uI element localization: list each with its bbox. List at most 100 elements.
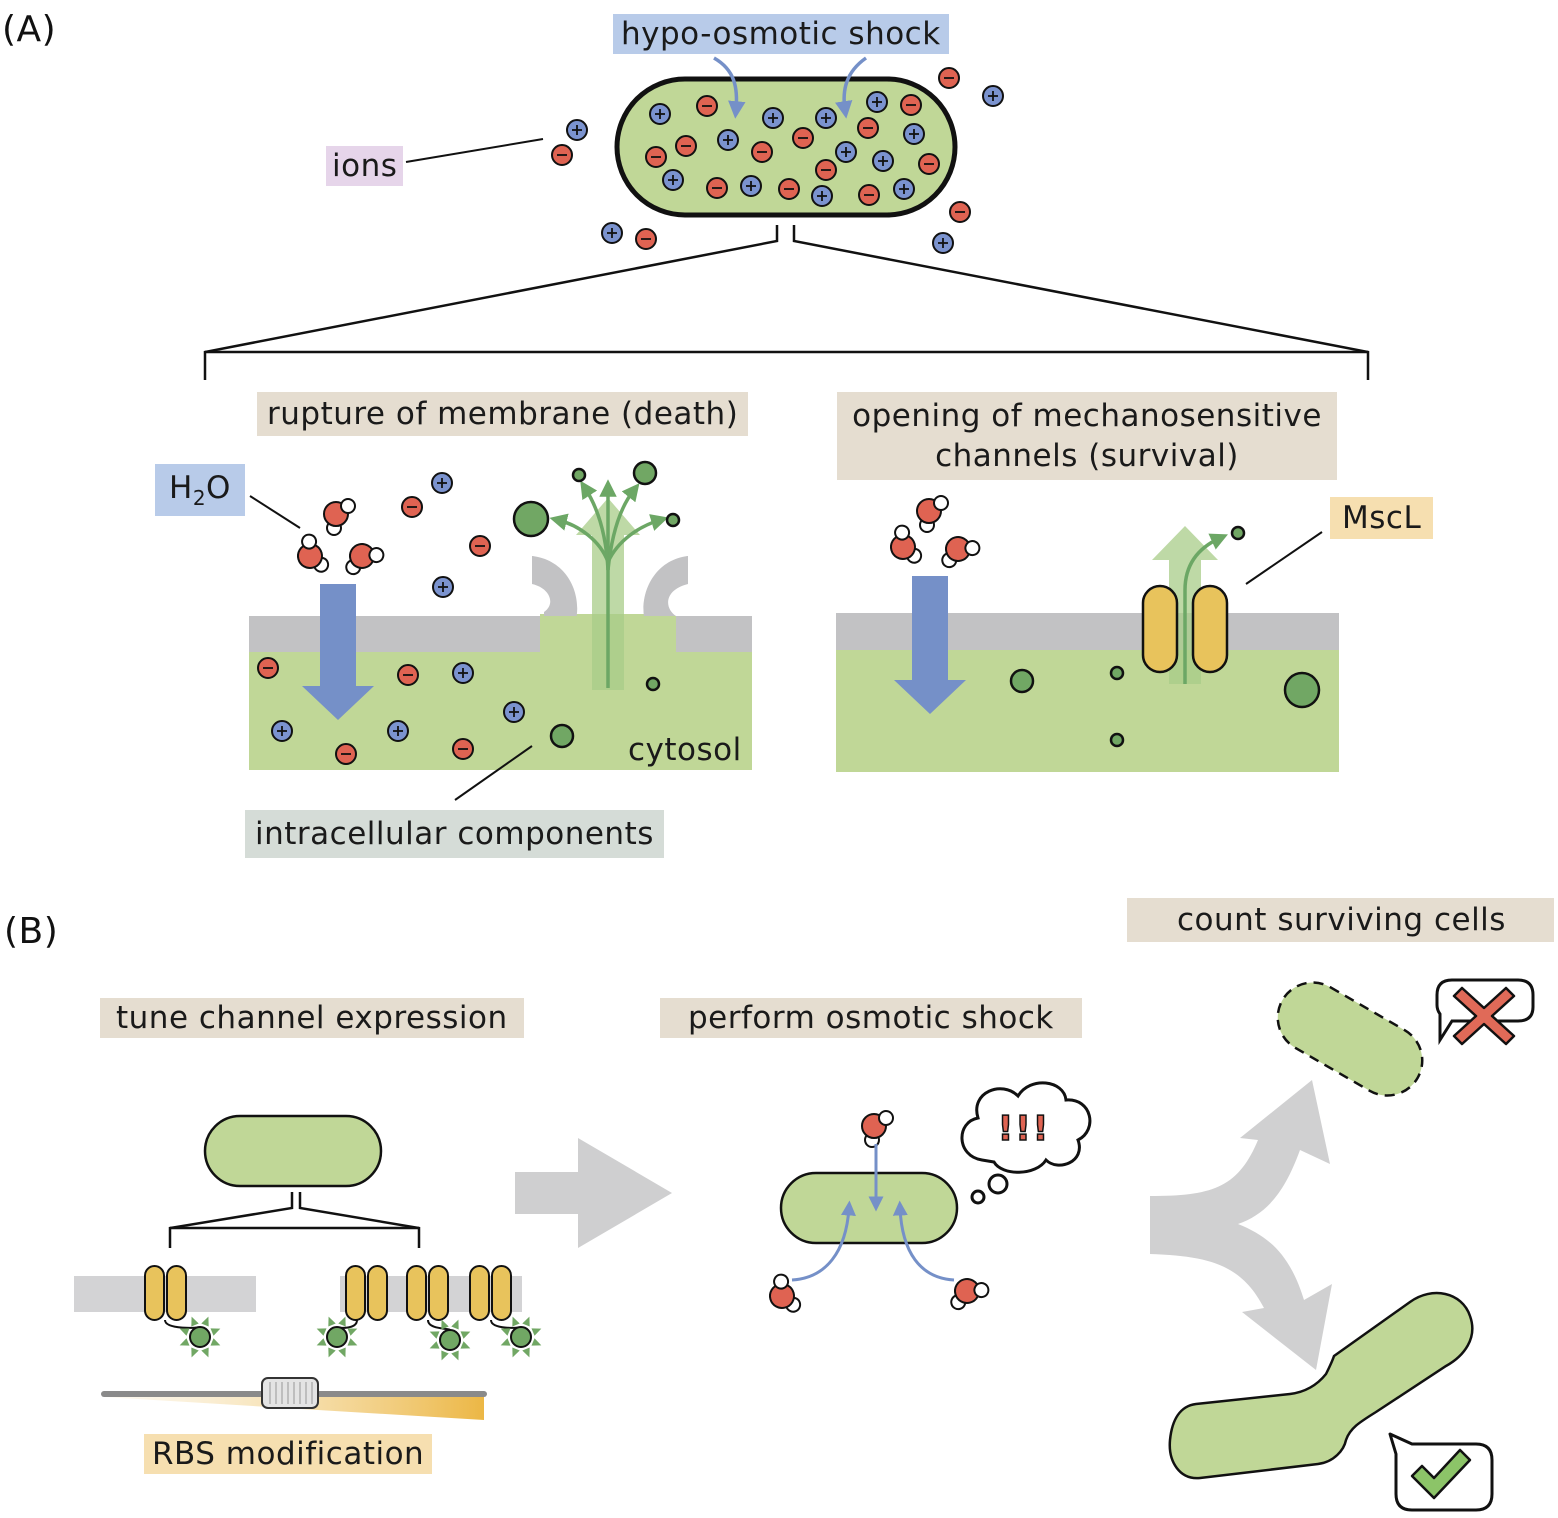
water-molecule-icon	[297, 533, 330, 573]
split-flow-arrow-icon	[1150, 1080, 1332, 1370]
anion-icon	[949, 201, 971, 223]
anion-icon	[335, 743, 357, 765]
mscl-channel-icon	[1141, 533, 1229, 684]
cation-icon	[601, 222, 623, 244]
dead-cell	[1276, 981, 1424, 1097]
cation-icon	[271, 720, 293, 742]
anion-icon	[815, 159, 837, 181]
cation-icon	[872, 150, 894, 172]
cation-icon	[811, 185, 833, 207]
anion-icon	[778, 178, 800, 200]
shock-cell	[779, 1171, 959, 1245]
count-label: count surviving cells	[1127, 898, 1554, 942]
cation-icon	[387, 720, 409, 742]
gfp-reporters	[164, 1316, 542, 1361]
gfp-reporter-icon	[490, 1316, 542, 1358]
gfp-reporter-icon	[316, 1316, 358, 1358]
tune-cell	[203, 1114, 383, 1188]
mscl-channel-icon	[345, 1265, 388, 1321]
intracellular-pointer	[454, 745, 533, 801]
intracellular-label: intracellular components	[245, 810, 664, 858]
shock-water-arrows	[791, 1144, 955, 1282]
opening-label-line2: channels (survival)	[935, 438, 1239, 474]
survival-components	[1009, 525, 1321, 748]
cation-icon	[503, 701, 525, 723]
tune-membranes	[74, 1276, 522, 1312]
cation-icon	[717, 129, 739, 151]
water-molecule-icon	[323, 498, 356, 536]
thought-bubble-icon: !!!	[960, 1081, 1092, 1205]
mscl-pointer	[1245, 531, 1323, 585]
cation-icon	[662, 169, 684, 191]
panel-label-a: (A)	[2, 9, 57, 50]
top-ions	[551, 67, 1004, 254]
anion-icon	[257, 657, 279, 679]
panel-label-b: (B)	[4, 911, 59, 952]
h2o-pointer	[249, 495, 301, 529]
anion-icon	[857, 117, 879, 139]
gfp-reporter-icon	[427, 1319, 471, 1361]
cation-icon	[452, 662, 474, 684]
gfp-reporter-icon	[164, 1316, 221, 1358]
survival-panel	[836, 526, 1339, 772]
anion-icon	[751, 141, 773, 163]
anion-icon	[401, 496, 423, 518]
dividing-cell	[1168, 1291, 1474, 1480]
rbs-slider	[101, 1377, 487, 1420]
ions-pointer	[405, 138, 544, 163]
h2o-h: H	[169, 470, 193, 506]
cation-icon	[903, 123, 925, 145]
shock-arrows	[713, 56, 868, 119]
cation-icon	[866, 91, 888, 113]
h2o-o: O	[206, 470, 231, 506]
cation-icon	[835, 141, 857, 163]
water-molecule-icon	[769, 1273, 802, 1313]
cation-icon	[815, 107, 837, 129]
anion-icon	[900, 94, 922, 116]
water-molecule-icon	[950, 1278, 990, 1311]
anion-icon	[706, 177, 728, 199]
anion-icon	[397, 664, 419, 686]
anion-icon	[551, 144, 573, 166]
cation-icon	[762, 107, 784, 129]
ions-label: ions	[326, 146, 404, 186]
anion-icon	[792, 127, 814, 149]
water-molecule-icon	[916, 495, 949, 533]
exclaim-text: !!!	[998, 1109, 1051, 1149]
cation-icon	[649, 103, 671, 125]
anion-icon	[696, 95, 718, 117]
anion-icon	[635, 228, 657, 250]
anion-icon	[675, 135, 697, 157]
rbs-label: RBS modification	[144, 1434, 433, 1474]
opening-label: opening of mechanosensitive channels (su…	[837, 392, 1337, 480]
anion-icon	[645, 146, 667, 168]
opening-label-line1: opening of mechanosensitive	[852, 398, 1322, 434]
flow-arrow-icon	[515, 1138, 672, 1248]
water-molecules	[297, 495, 990, 1313]
cation-icon	[431, 472, 453, 494]
cation-icon	[566, 119, 588, 141]
anion-icon	[452, 738, 474, 760]
check-icon	[1410, 1448, 1472, 1500]
perform-label: perform osmotic shock	[660, 998, 1082, 1038]
mscl-channel-icon	[406, 1265, 449, 1321]
anion-icon	[858, 184, 880, 206]
water-molecule-icon	[890, 524, 923, 564]
mscl-label: MscL	[1330, 497, 1434, 539]
rupture-panel	[249, 479, 752, 770]
water-molecule-icon	[345, 543, 385, 576]
rupture-components	[512, 460, 681, 749]
rupture-label: rupture of membrane (death)	[257, 392, 749, 436]
water-molecule-icon	[861, 1110, 894, 1148]
anion-icon	[469, 535, 491, 557]
tune-bracket	[168, 1192, 421, 1248]
cross-icon	[1452, 986, 1516, 1046]
cation-icon	[932, 232, 954, 254]
h2o-subscript: 2	[192, 486, 207, 511]
anion-icon	[938, 67, 960, 89]
mscl-channel-icon	[144, 1265, 187, 1321]
tune-label: tune channel expression	[100, 998, 524, 1038]
hypo-shock-label: hypo-osmotic shock	[613, 14, 949, 54]
